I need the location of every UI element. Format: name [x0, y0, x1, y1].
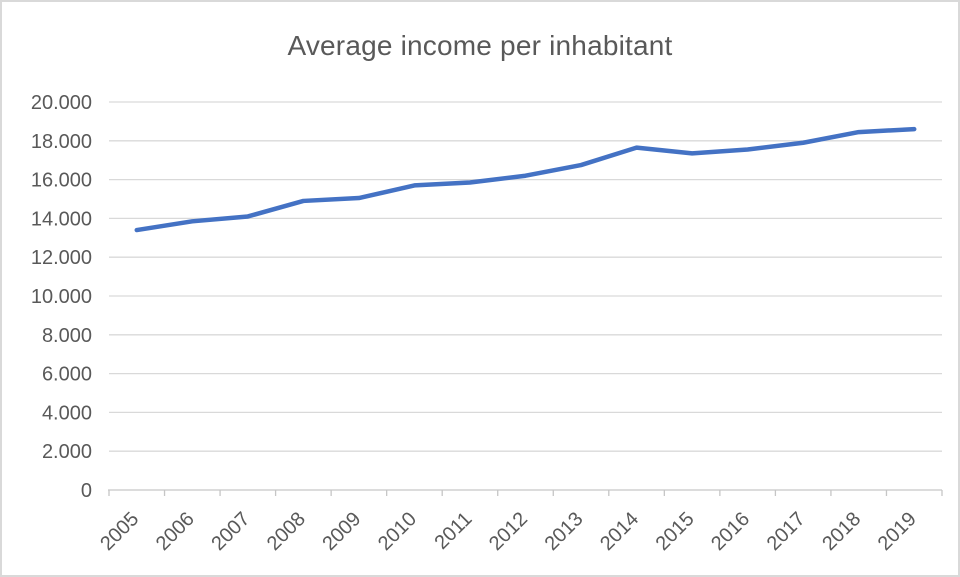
income-line-series	[134, 126, 917, 233]
x-tick-label: 2014	[596, 508, 643, 555]
chart-title: Average income per inhabitant	[287, 30, 673, 61]
x-tick-label: 2017	[763, 508, 810, 555]
y-tick-label: 4.000	[42, 402, 92, 424]
y-tick-label: 16.000	[31, 170, 92, 192]
y-tick-label: 14.000	[31, 208, 92, 230]
x-tick-label: 2013	[541, 508, 588, 555]
x-tick-label: 2016	[707, 508, 754, 555]
y-tick-label: 12.000	[31, 247, 92, 269]
x-tick-label: 2006	[152, 508, 199, 555]
y-tick-label: 18.000	[31, 131, 92, 153]
x-tick-label: 2010	[374, 508, 421, 555]
y-tick-label: 8.000	[42, 325, 92, 347]
y-tick-label: 10.000	[31, 286, 92, 308]
x-tick-label: 2019	[874, 508, 921, 555]
x-tick-label: 2015	[652, 508, 699, 555]
x-tick-label: 2005	[96, 508, 143, 555]
x-tick-label: 2011	[431, 508, 477, 554]
y-tick-label: 0	[81, 480, 92, 502]
x-tick-label: 2018	[818, 508, 865, 555]
x-tick-label: 2007	[207, 508, 254, 555]
y-tick-label: 6.000	[42, 364, 92, 386]
x-tick-label: 2008	[263, 508, 310, 555]
y-tick-label: 20.000	[31, 92, 92, 114]
x-tick-label: 2012	[485, 508, 532, 555]
y-tick-label: 2.000	[42, 441, 92, 463]
x-tick-label: 2009	[318, 508, 365, 555]
